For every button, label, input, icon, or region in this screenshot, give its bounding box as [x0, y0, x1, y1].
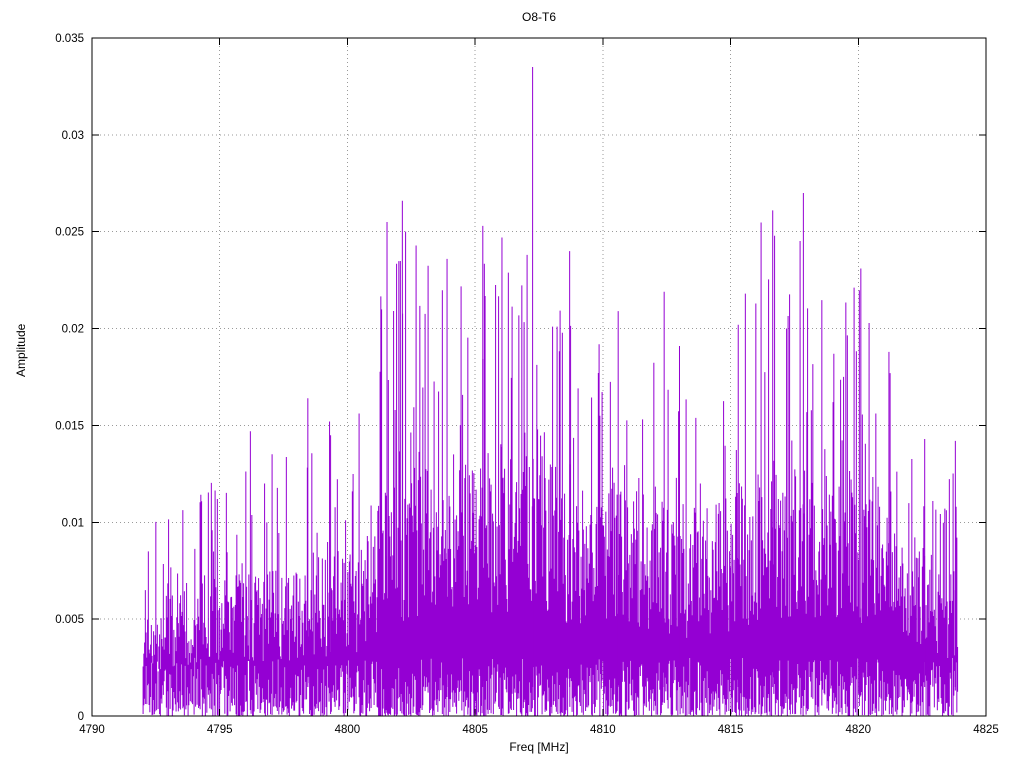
x-axis-label: Freq [MHz] — [509, 740, 569, 754]
x-tick-label: 4790 — [79, 724, 105, 736]
x-tick-label: 4825 — [973, 724, 999, 736]
y-tick-label: 0.025 — [55, 227, 84, 239]
x-tick-label: 4795 — [207, 724, 233, 736]
y-tick-label: 0 — [78, 711, 84, 723]
y-tick-label: 0.015 — [55, 420, 84, 432]
plot-border — [91, 37, 987, 717]
x-tick-label: 4800 — [335, 724, 361, 736]
x-tick-label: 4810 — [590, 724, 616, 736]
x-tick-label: 4820 — [845, 724, 871, 736]
y-tick-label: 0.005 — [55, 614, 84, 626]
y-tick-label: 0.035 — [55, 33, 84, 45]
y-tick-label: 0.03 — [62, 130, 84, 142]
y-tick-label: 0.02 — [62, 324, 84, 336]
chart-title: O8-T6 — [521, 10, 556, 24]
spectrum-series — [142, 222, 959, 716]
spectrum-peaks — [249, 67, 956, 687]
y-tick-label: 0.01 — [62, 517, 84, 529]
x-tick-label: 4805 — [462, 724, 488, 736]
x-tick-label: 4815 — [718, 724, 744, 736]
